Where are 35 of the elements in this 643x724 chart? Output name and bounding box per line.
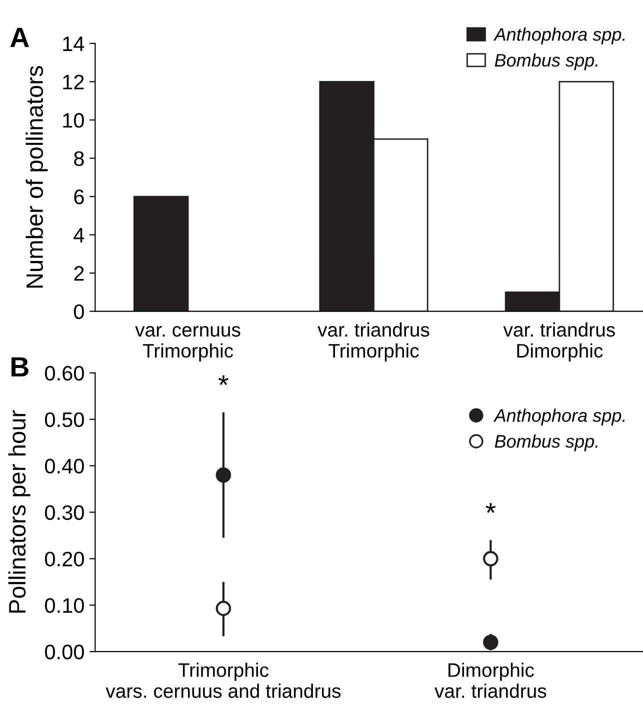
- y-tick-label: 0: [74, 304, 84, 320]
- legend-label: Anthophora spp.: [493, 408, 625, 426]
- y-tick-label: 0.40: [45, 458, 84, 474]
- y-tick-label: 0.30: [45, 505, 84, 520]
- x-tick-label: var. triandrus Dimorphic: [503, 322, 615, 362]
- annotation: *: [486, 503, 496, 513]
- y-tick-label: 10: [63, 112, 84, 128]
- y-tick-label: 14: [63, 36, 84, 51]
- y-tick-label: 0.10: [45, 598, 84, 613]
- bar: [133, 196, 189, 312]
- legend-label: Bombus spp.: [494, 53, 598, 70]
- y-tick-label: 8: [74, 151, 84, 166]
- y-tick-label: 0.00: [45, 644, 84, 660]
- y-axis-title: Number of pollinators: [26, 66, 48, 288]
- x-tick-label: var. triandrus Trimorphic: [318, 322, 430, 362]
- point: [483, 634, 498, 650]
- y-tick-label: 0.20: [45, 552, 84, 566]
- x-tick-label: var. cernuus Trimorphic: [135, 326, 240, 362]
- legend-label: Anthophora spp.: [493, 28, 625, 44]
- legend-label: Bombus spp.: [494, 434, 598, 452]
- x-tick-label: Trimorphic vars. cernuus and triandrus: [106, 662, 341, 698]
- point: [216, 467, 232, 483]
- x-tick-label: Dimorphic var. triandrus: [434, 662, 546, 698]
- annotation: *: [218, 375, 228, 386]
- y-tick-label: 12: [63, 74, 84, 90]
- y-tick-label: 0.50: [45, 412, 84, 428]
- y-tick-label: 2: [74, 266, 84, 281]
- point: [483, 551, 498, 566]
- point: [216, 600, 232, 616]
- y-tick-label: 0.60: [45, 366, 84, 381]
- chart-title: B: [12, 357, 28, 376]
- y-axis-title: Pollinators per hour: [8, 410, 30, 613]
- y-tick-label: 6: [74, 190, 84, 204]
- chart-title: A: [10, 28, 29, 48]
- y-tick-label: 4: [74, 228, 84, 242]
